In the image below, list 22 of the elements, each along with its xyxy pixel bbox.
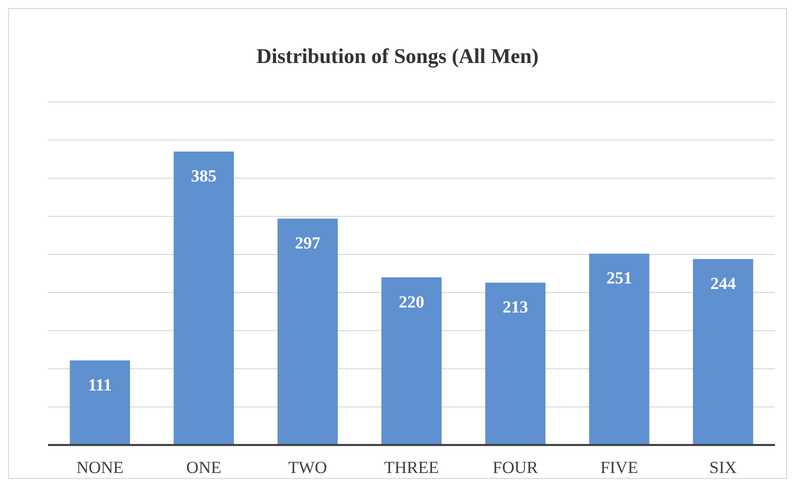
data-label: 111	[88, 375, 112, 394]
data-label: 251	[606, 268, 632, 288]
x-tick-label: THREE	[384, 458, 439, 477]
bar	[589, 254, 650, 445]
data-label: 244	[710, 274, 736, 294]
bar	[381, 277, 442, 445]
x-tick-label: NONE	[76, 458, 124, 477]
bar	[692, 259, 754, 445]
x-tick-label: SIX	[709, 458, 737, 477]
x-tick-label: TWO	[288, 458, 327, 477]
data-label: 213	[502, 298, 528, 317]
data-label: 220	[398, 292, 424, 312]
x-tick-label: FIVE	[600, 458, 638, 477]
data-label: 385	[191, 166, 217, 186]
bar	[278, 218, 338, 445]
chart-title: Distribution of Songs (All Men)	[256, 44, 539, 68]
x-tick-label: FOUR	[492, 458, 539, 477]
data-label: 297	[294, 234, 321, 253]
bar	[174, 152, 234, 445]
bar	[70, 360, 130, 445]
bar	[485, 282, 546, 445]
x-tick-label: ONE	[186, 458, 222, 477]
